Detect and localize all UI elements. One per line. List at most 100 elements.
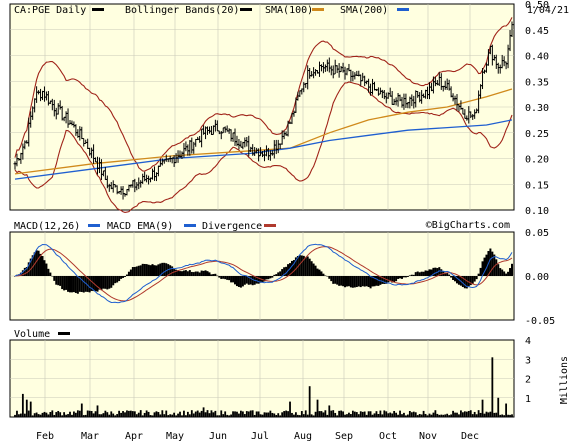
volume-bar: [220, 410, 223, 417]
divergence-bar: [82, 276, 85, 293]
divergence-bar: [428, 269, 431, 276]
volume-bar: [104, 410, 107, 417]
volume-bar: [416, 415, 419, 417]
volume-bar: [440, 414, 443, 417]
volume-bar: [271, 412, 274, 417]
volume-bar: [67, 414, 69, 417]
volume-bar: [126, 410, 128, 417]
divergence-bar: [369, 276, 372, 289]
volume-bar: [401, 414, 403, 417]
divergence-bar: [332, 276, 335, 284]
divergence-bar: [65, 276, 68, 290]
volume-tick-label: 4: [525, 336, 531, 347]
volume-bar: [18, 414, 20, 417]
divergence-bar: [387, 276, 390, 283]
divergence-bar: [202, 270, 205, 276]
volume-bar: [395, 412, 397, 417]
volume-bar: [145, 410, 148, 417]
volume-bar: [475, 414, 478, 417]
volume-bar: [493, 412, 496, 417]
volume-bar: [336, 415, 339, 417]
divergence-bar: [397, 276, 400, 279]
month-label: Oct: [379, 431, 397, 442]
volume-tick-label: 2: [525, 375, 531, 386]
divergence-bar: [283, 267, 286, 276]
divergence-bar: [135, 266, 138, 276]
divergence-bar: [214, 273, 217, 276]
divergence-bar: [151, 264, 154, 276]
volume-bar: [133, 411, 136, 417]
volume-bar: [14, 414, 16, 417]
divergence-bar: [184, 270, 187, 276]
divergence-bar: [328, 276, 331, 279]
volume-bar: [151, 415, 154, 417]
volume-bar: [326, 414, 329, 417]
macd-legend-label: Divergence: [202, 221, 262, 232]
volume-bar: [257, 411, 260, 417]
volume-bar: [135, 414, 138, 417]
volume-bar: [78, 410, 81, 417]
divergence-bar: [137, 265, 140, 276]
bollinger-lower: [14, 81, 513, 213]
divergence-bar: [457, 276, 460, 285]
volume-bar: [96, 405, 99, 417]
volume-bar: [371, 414, 374, 417]
volume-bar: [198, 412, 201, 417]
divergence-bar: [125, 274, 128, 276]
divergence-bar: [400, 276, 403, 279]
volume-bar: [163, 414, 166, 417]
volume-bar: [465, 411, 468, 417]
divergence-bar: [206, 271, 209, 276]
volume-bar: [21, 393, 24, 417]
volume-legend-label: Volume: [14, 329, 50, 340]
divergence-bar: [322, 273, 325, 276]
divergence-bar: [485, 254, 488, 276]
divergence-bar: [402, 276, 405, 278]
divergence-bar: [330, 276, 333, 282]
divergence-bar: [120, 276, 123, 279]
divergence-bar: [324, 275, 327, 277]
divergence-bar: [188, 270, 191, 276]
volume-bar: [353, 411, 356, 417]
volume-bar: [324, 410, 327, 417]
volume-bar: [53, 414, 56, 417]
divergence-bar: [190, 271, 193, 276]
divergence-bar: [275, 274, 278, 276]
volume-bar: [23, 413, 26, 417]
divergence-bar: [489, 248, 492, 276]
divergence-bar: [57, 276, 60, 286]
divergence-bar: [43, 260, 46, 276]
divergence-bar: [108, 276, 111, 289]
volume-bar: [153, 412, 156, 417]
divergence-bar: [298, 255, 301, 276]
divergence-bar: [165, 263, 168, 276]
divergence-bar: [218, 276, 221, 278]
divergence-bar: [363, 276, 366, 287]
volume-bar: [73, 411, 75, 417]
divergence-bar: [491, 251, 494, 276]
volume-bar: [403, 412, 405, 417]
divergence-bar: [145, 264, 148, 276]
volume-bar: [342, 411, 344, 417]
macd-legend-label: MACD(12,26): [14, 221, 80, 232]
volume-unit-label: Millions: [559, 356, 570, 404]
month-label: Nov: [419, 431, 437, 442]
volume-bar: [300, 411, 303, 417]
divergence-bar: [41, 256, 44, 276]
volume-bar: [312, 415, 315, 417]
volume-bar: [420, 414, 423, 417]
volume-tick-label: 3: [525, 355, 531, 366]
macd-legend: MACD(12,26) MACD EMA(9) Divergence: [14, 221, 276, 232]
volume-bar: [283, 411, 286, 417]
volume-bar: [124, 412, 126, 417]
volume-bar: [253, 414, 256, 417]
month-label: Feb: [36, 431, 54, 442]
divergence-bar: [308, 258, 311, 276]
volume-bar: [471, 414, 474, 417]
divergence-bar: [290, 260, 293, 276]
divergence-bar: [210, 274, 213, 276]
month-label: Aug: [294, 431, 312, 442]
divergence-bar: [47, 268, 50, 276]
volume-bar: [232, 411, 234, 417]
volume-bar: [216, 415, 219, 417]
